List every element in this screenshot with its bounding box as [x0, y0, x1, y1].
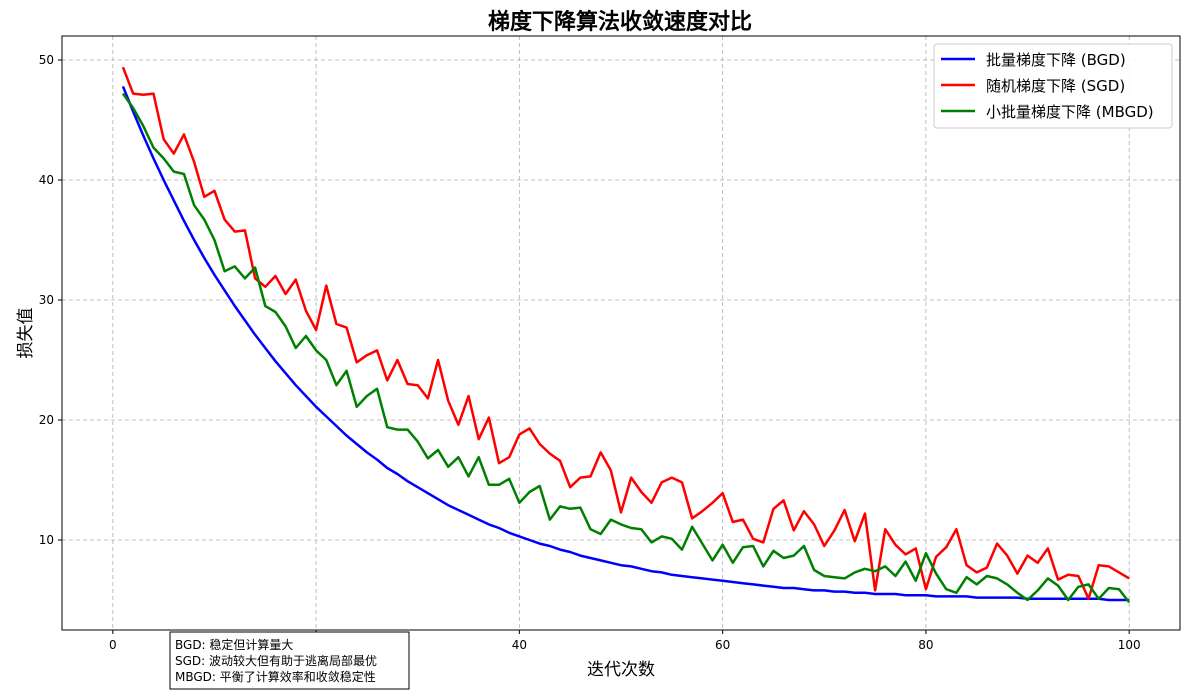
series-lines: [121, 66, 1131, 604]
legend-label-mbgd: 小批量梯度下降 (MBGD): [986, 103, 1154, 121]
legend-label-sgd: 随机梯度下降 (SGD): [986, 77, 1125, 95]
plot-area-border: [61, 35, 1181, 631]
annotation-box: BGD: 稳定但计算量大 SGD: 波动较大但有助于逃离局部最优 MBGD: 平…: [169, 631, 410, 690]
y-tick-label: 40: [39, 173, 54, 187]
x-axis-label: 迭代次数: [587, 660, 655, 680]
series-line-bgd: [121, 85, 1130, 602]
annotation-line-bgd: BGD: 稳定但计算量大: [175, 637, 293, 652]
chart-title: 梯度下降算法收敛速度对比: [488, 9, 752, 35]
y-tick-label: 20: [39, 413, 54, 427]
x-tick-label: 60: [715, 638, 730, 652]
x-tick-label: 80: [918, 638, 933, 652]
series-line-mbgd: [121, 92, 1131, 604]
y-tick-label: 30: [39, 293, 54, 307]
annotation-line-sgd: SGD: 波动较大但有助于逃离局部最优: [175, 653, 377, 668]
x-tick-label: 100: [1118, 638, 1141, 652]
legend-label-bgd: 批量梯度下降 (BGD): [986, 51, 1126, 69]
y-axis-label: 损失值: [16, 308, 36, 359]
x-tick-label: 40: [512, 638, 527, 652]
x-tick-label: 0: [109, 638, 117, 652]
legend-box: [933, 43, 1173, 129]
series-line-sgd: [121, 66, 1130, 601]
legend: 批量梯度下降 (BGD) 随机梯度下降 (SGD) 小批量梯度下降 (MBGD): [933, 43, 1173, 129]
y-tick-label: 10: [39, 533, 54, 547]
y-tick-label: 50: [39, 53, 54, 67]
annotation-line-mbgd: MBGD: 平衡了计算效率和收敛稳定性: [175, 669, 376, 684]
annotation-frame: [169, 631, 410, 690]
